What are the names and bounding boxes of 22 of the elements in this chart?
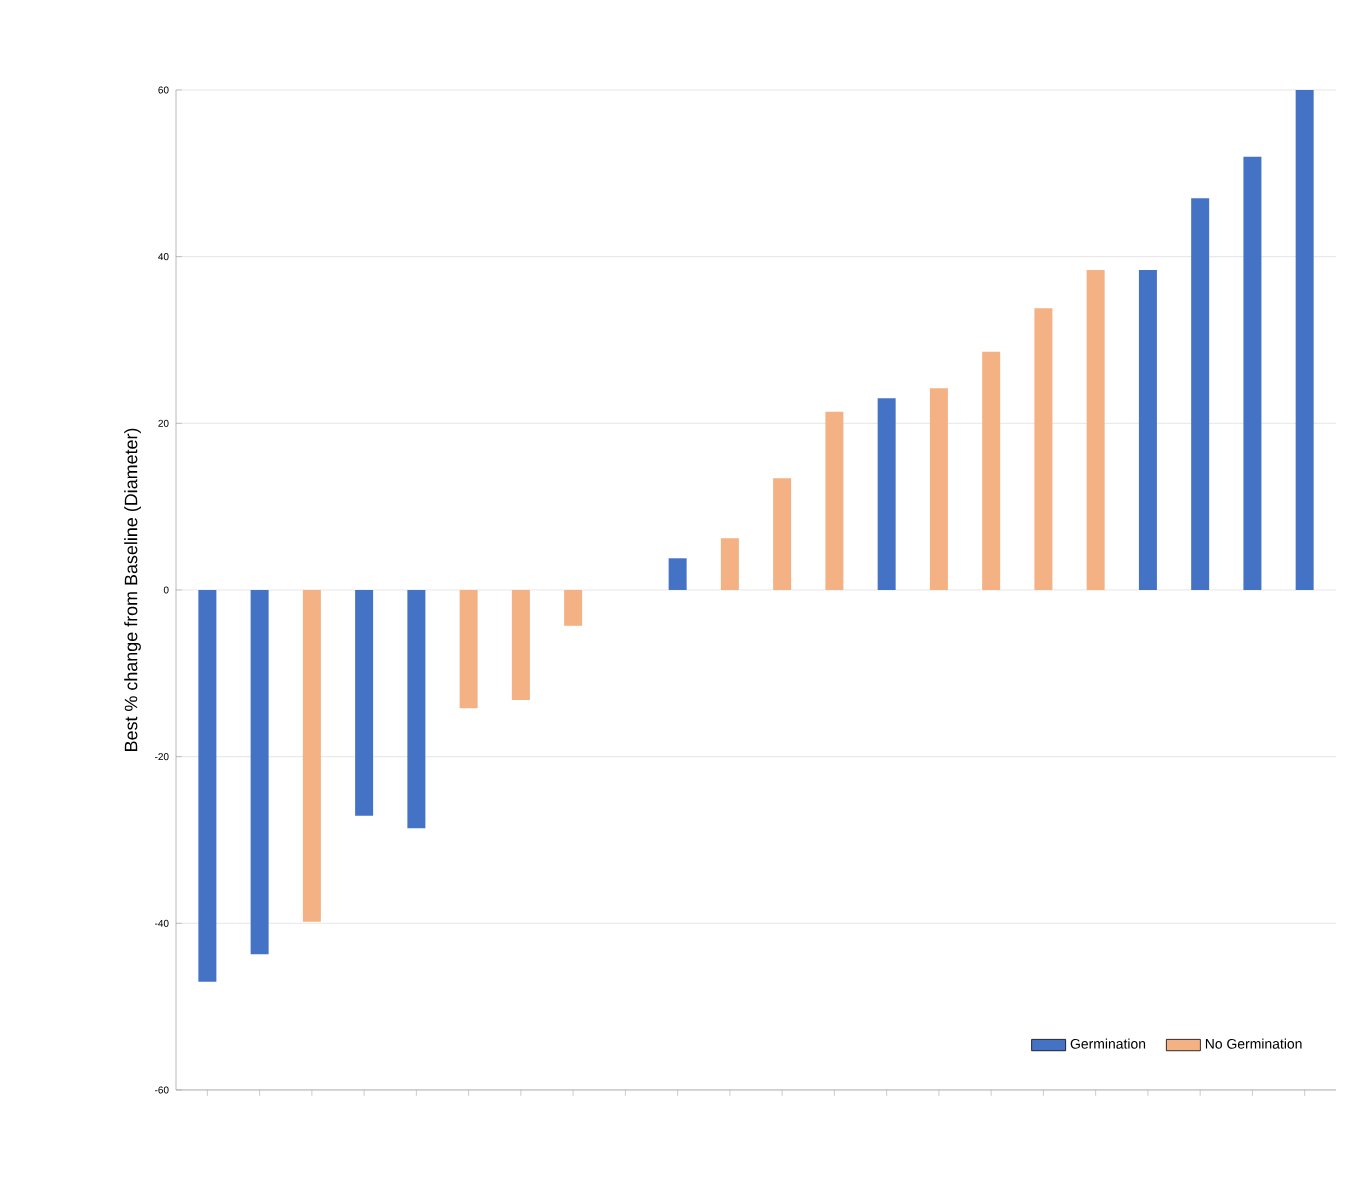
bar bbox=[1034, 308, 1053, 590]
bar bbox=[773, 478, 792, 590]
bar bbox=[511, 589, 530, 700]
bar bbox=[459, 589, 478, 709]
bar bbox=[250, 589, 269, 955]
bar bbox=[1243, 156, 1262, 590]
bar bbox=[564, 589, 583, 626]
bar bbox=[668, 558, 687, 590]
bar bbox=[198, 589, 217, 982]
bar bbox=[720, 538, 739, 590]
bar bbox=[302, 589, 321, 922]
bar bbox=[825, 411, 844, 590]
bar bbox=[1086, 269, 1105, 590]
bar bbox=[407, 589, 426, 829]
y-axis-title: Best % change from Baseline (Diameter) bbox=[124, 428, 141, 751]
bar bbox=[1295, 89, 1314, 590]
bar bbox=[929, 388, 948, 590]
bar bbox=[1138, 269, 1157, 590]
bar bbox=[877, 398, 896, 590]
bar bbox=[1191, 198, 1210, 590]
bar bbox=[355, 589, 374, 816]
bar bbox=[982, 351, 1001, 590]
